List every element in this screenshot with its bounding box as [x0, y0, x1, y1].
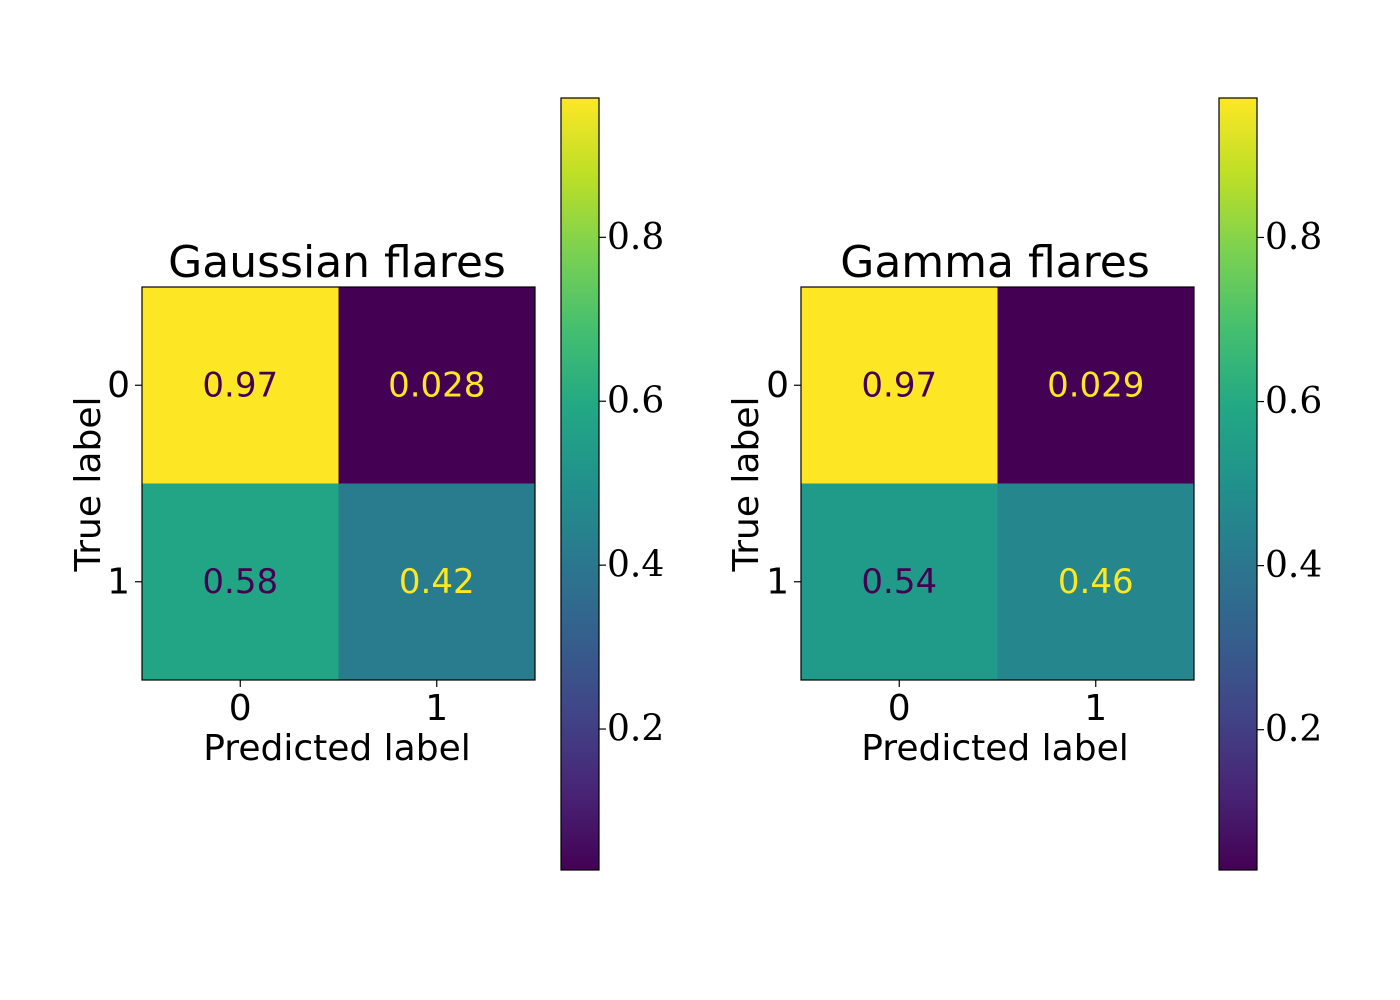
cell-value-label-1-1: 0.42: [399, 562, 475, 602]
colorbar-tick-label: 0.6: [607, 381, 664, 422]
plot-frame: [141, 286, 536, 681]
y-tick-label: 0: [107, 365, 130, 406]
colorbar-tick-label: 0.2: [607, 709, 664, 750]
colorbar-tick-label: 0.8: [607, 217, 664, 258]
y-tick-label: 1: [107, 561, 130, 602]
colorbar-gradient: [560, 97, 600, 871]
y-tick-label: 1: [766, 561, 789, 602]
y-tick-label: 0: [766, 365, 789, 406]
plot-frame: [800, 286, 1195, 681]
colorbar-tick-label: 0.4: [607, 545, 664, 586]
heatmap-cell-1-1: [338, 483, 535, 680]
heatmap-cell-0-1: [338, 287, 535, 484]
heatmap-cell-1-0: [142, 483, 339, 680]
heatmap-cell-0-0: [142, 287, 339, 484]
colorbar-tick-label: 0.6: [1265, 381, 1322, 422]
cell-value-label-1-0: 0.54: [861, 562, 937, 602]
colorbar-tick-label: 0.2: [1265, 709, 1322, 750]
y-axis-label: True label: [726, 397, 767, 573]
cell-value-label-1-0: 0.58: [202, 562, 278, 602]
heatmap-cell-1-0: [801, 483, 998, 680]
colorbar-ticks: 0.2 0.4 0.6 0.8: [1257, 217, 1322, 750]
x-tick-label: 1: [1084, 688, 1107, 729]
cell-value-label-0-1: 0.029: [1047, 365, 1144, 405]
colorbar-tick-label: 0.8: [1265, 217, 1322, 258]
colorbar: 0.2 0.4 0.6 0.8: [1218, 97, 1322, 871]
colorbar: 0.2 0.4 0.6 0.8: [560, 97, 664, 871]
heatmap-cell-0-1: [997, 287, 1194, 484]
x-tick-label: 0: [888, 688, 911, 729]
colorbar-gradient: [1218, 97, 1258, 871]
chart-title: Gaussian flares: [168, 237, 506, 288]
colorbar-ticks: 0.2 0.4 0.6 0.8: [599, 217, 664, 750]
cell-value-label-0-1: 0.028: [388, 365, 485, 405]
y-axis-label: True label: [68, 397, 109, 573]
heatmap-cell-1-1: [997, 483, 1194, 680]
x-tick-label: 1: [425, 688, 448, 729]
cell-value-label-0-0: 0.97: [202, 365, 278, 405]
x-axis-label: Predicted label: [203, 728, 471, 769]
heatmap-cell-0-0: [801, 287, 998, 484]
cell-value-label-0-0: 0.97: [861, 365, 937, 405]
y-axis-ticks: 01: [766, 365, 801, 602]
chart-title: Gamma flares: [840, 237, 1150, 288]
cell-value-label-1-1: 0.46: [1058, 562, 1134, 602]
colorbar-tick-label: 0.4: [1265, 545, 1322, 586]
heatmap-cells: 0.97 0.028 0.58 0.42: [142, 287, 535, 680]
y-axis-ticks: 01: [107, 365, 142, 602]
x-axis-label: Predicted label: [861, 728, 1129, 769]
x-tick-label: 0: [229, 688, 252, 729]
heatmap-cells: 0.97 0.029 0.54 0.46: [801, 287, 1194, 680]
